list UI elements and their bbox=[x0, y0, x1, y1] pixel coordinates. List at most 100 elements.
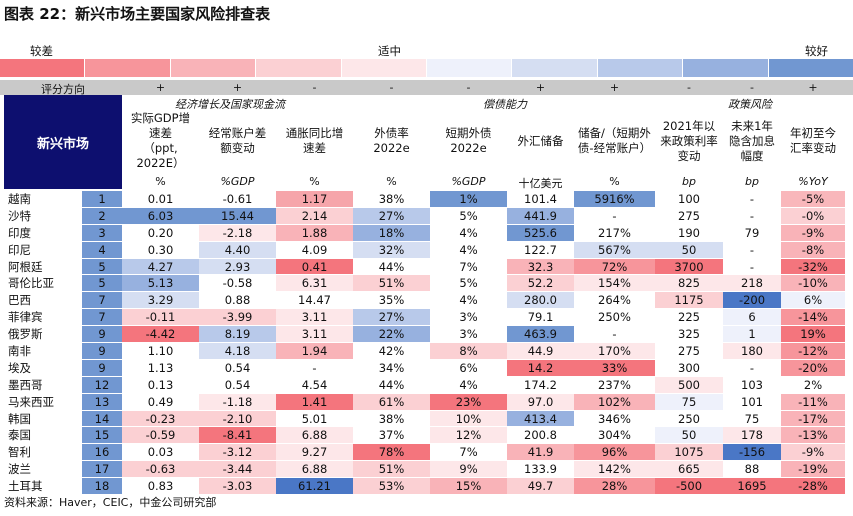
data-cell: 0.49 bbox=[122, 393, 199, 410]
direction-sign: - bbox=[389, 81, 394, 94]
data-cell: 180 bbox=[723, 343, 781, 360]
data-cell: -14% bbox=[781, 309, 845, 326]
data-cell: -500 bbox=[655, 478, 723, 495]
data-cell: 79 bbox=[723, 224, 781, 241]
column-header: 短期外债 2022e bbox=[445, 126, 492, 155]
data-cell: 7% bbox=[430, 444, 507, 461]
data-cell: 1.13 bbox=[122, 359, 199, 376]
country-name: 阿根廷 bbox=[8, 259, 43, 274]
data-cell: 37% bbox=[353, 427, 430, 444]
data-cell: 3% bbox=[430, 326, 507, 343]
table-row: 越南 1 0.01 -0.61 1.17 38% 1% 101.4 5916% 100- -5% bbox=[0, 190, 853, 207]
data-cell: 1075 bbox=[655, 444, 723, 461]
scale-swatch bbox=[85, 59, 170, 77]
data-cell: -8% bbox=[781, 241, 845, 258]
table-row: 韩国 14 -0.23 -2.10 5.01 38% 10% 413.4 346% 250 75 -1… bbox=[0, 409, 853, 427]
scale-left-label: 较差 bbox=[30, 44, 53, 58]
data-cell: 178 bbox=[723, 427, 781, 444]
data-cell: 170% bbox=[574, 343, 655, 360]
data-cell: 346% bbox=[574, 410, 655, 427]
column-unit: %GDP bbox=[220, 175, 255, 188]
data-cell: 102% bbox=[574, 393, 655, 410]
data-cell: 38% bbox=[353, 191, 430, 207]
data-cell: 72% bbox=[574, 258, 655, 275]
data-cell: 2% bbox=[781, 376, 845, 393]
data-cell: -9% bbox=[781, 224, 845, 241]
table-row: 南非 9 1.10 4.18 1.94 42% 8% 44.9 170% 275 180 -12% bbox=[0, 342, 853, 360]
data-cell: 5.01 bbox=[276, 410, 353, 427]
column-unit: % bbox=[309, 175, 320, 188]
data-cell: 12% bbox=[430, 427, 507, 444]
data-cell: 51% bbox=[353, 275, 430, 292]
data-cell: 38% bbox=[353, 410, 430, 427]
data-cell: 6.88 bbox=[276, 427, 353, 444]
data-cell: -4.42 bbox=[122, 326, 199, 343]
data-cell: 75 bbox=[723, 410, 781, 427]
data-cell: 1.88 bbox=[276, 224, 353, 241]
data-cell: 49.7 bbox=[507, 478, 574, 495]
data-cell: 500 bbox=[655, 376, 723, 393]
data-cell: 44% bbox=[353, 376, 430, 393]
scale-swatch bbox=[341, 59, 427, 77]
data-cell: 2.93 bbox=[199, 258, 276, 275]
page-title: 图表 22：新兴市场主要国家风险排查表 bbox=[4, 5, 271, 23]
data-cell: -11% bbox=[781, 393, 845, 410]
column-header: 外债率 2022e bbox=[373, 126, 410, 155]
data-cell: 6% bbox=[781, 292, 845, 309]
data-cell: 42% bbox=[353, 343, 430, 360]
direction-sign: + bbox=[232, 81, 243, 94]
data-cell: -19% bbox=[781, 461, 845, 478]
data-cell: -9% bbox=[781, 444, 845, 461]
data-cell: 3.11 bbox=[276, 326, 353, 343]
data-cell: -0.23 bbox=[122, 410, 199, 427]
data-cell: 15% bbox=[430, 478, 507, 495]
scale-middle-label: 适中 bbox=[378, 44, 401, 58]
data-cell: 1.10 bbox=[122, 343, 199, 360]
table-row: 土耳其 18 0.83 -3.03 61.21 53% 15% 49.7 28% -500 1695… bbox=[0, 477, 853, 495]
data-cell: 567% bbox=[574, 241, 655, 258]
country-name: 巴西 bbox=[8, 293, 31, 308]
data-cell: 50 bbox=[655, 427, 723, 444]
category-row: 经济增长及国家现金流 偿债能力 政策风险 bbox=[0, 95, 853, 111]
data-cell: 122.7 bbox=[507, 241, 574, 258]
direction-sign: - bbox=[750, 81, 754, 94]
data-cell: 133.9 bbox=[507, 461, 574, 478]
data-cell: -3.03 bbox=[199, 478, 276, 495]
country-name: 波兰 bbox=[8, 462, 31, 477]
data-cell: -156 bbox=[723, 444, 781, 461]
data-cell: -13% bbox=[781, 427, 845, 444]
data-cell: 4.27 bbox=[122, 258, 199, 275]
data-cell: 33% bbox=[574, 359, 655, 376]
category-debt: 偿债能力 bbox=[483, 98, 527, 111]
direction-sign: + bbox=[155, 81, 166, 94]
data-cell: -1.18 bbox=[199, 393, 276, 410]
column-unit: % bbox=[386, 175, 397, 188]
table-row: 哥伦比亚 5 5.13 -0.58 6.31 51% 5% 52.2 154% 825 218 -10… bbox=[0, 274, 853, 292]
data-cell: -5% bbox=[781, 191, 845, 207]
data-cell: 5916% bbox=[574, 191, 655, 207]
data-cell: 0.03 bbox=[122, 444, 199, 461]
data-cell: 0.88 bbox=[199, 292, 276, 309]
data-cell: - bbox=[723, 359, 781, 376]
data-cell: 142% bbox=[574, 461, 655, 478]
data-cell: -3.44 bbox=[199, 461, 276, 478]
rank-cell: 9 bbox=[82, 359, 122, 376]
direction-sign: + bbox=[808, 81, 818, 94]
data-cell: 6% bbox=[430, 359, 507, 376]
data-cell: -10% bbox=[781, 275, 845, 292]
data-cell: -200 bbox=[723, 292, 781, 309]
country-name: 马来西亚 bbox=[8, 394, 54, 409]
column-header: 未来1年 隐含加息 幅度 bbox=[729, 118, 775, 163]
data-cell: -0.11 bbox=[122, 309, 199, 326]
data-cell: 217% bbox=[574, 224, 655, 241]
rank-cell: 5 bbox=[82, 258, 122, 275]
data-cell: 61% bbox=[353, 393, 430, 410]
table-row: 埃及 9 1.13 0.54-34% 6% 14.2 33% 300- -20% bbox=[0, 358, 853, 376]
data-cell: 0.54 bbox=[199, 359, 276, 376]
country-name: 南非 bbox=[8, 344, 31, 359]
data-cell: 23% bbox=[430, 393, 507, 410]
data-cell: 103 bbox=[723, 376, 781, 393]
column-unit: %YoY bbox=[798, 175, 828, 188]
scale-swatch bbox=[170, 59, 256, 77]
data-cell: 96% bbox=[574, 444, 655, 461]
